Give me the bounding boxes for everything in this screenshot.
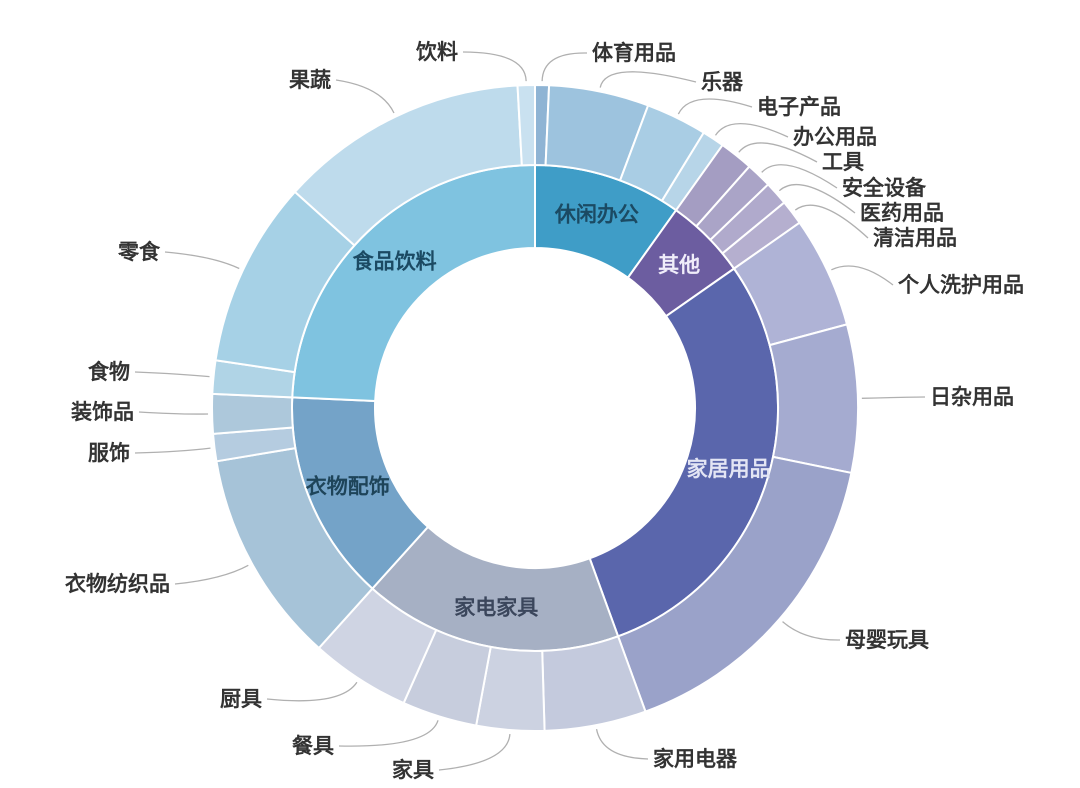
outer-label-office-supplies: 办公用品	[793, 126, 877, 149]
leader-line-mother-baby-toys	[782, 621, 841, 641]
segments-layer	[211, 83, 859, 732]
outer-label-kitchenware: 厨具	[220, 688, 262, 711]
leader-line-tools	[738, 142, 818, 163]
leader-lines-layer	[134, 51, 926, 771]
leader-line-tableware	[338, 720, 439, 747]
leader-line-kitchenware	[266, 681, 358, 702]
leader-line-sports-goods	[541, 52, 588, 82]
inner-label-home-goods: 家居用品	[687, 457, 771, 481]
outer-label-apparel: 服饰	[88, 441, 130, 465]
leader-line-electronics	[677, 98, 753, 115]
leader-line-safety-equipment	[761, 164, 838, 189]
outer-label-home-appliances: 家用电器	[653, 747, 738, 771]
leader-line-cleaning-supplies	[794, 204, 869, 239]
outer-label-electronics: 电子产品	[757, 95, 841, 119]
inner-label-appliances-furniture: 家电家具	[454, 595, 538, 619]
outer-label-musical-instruments: 乐器	[701, 71, 744, 94]
outer-segment-decorations[interactable]	[211, 392, 294, 435]
inner-label-leisure-office: 休闲办公	[554, 204, 639, 227]
leader-line-beverages	[462, 51, 527, 82]
outer-label-sports-goods: 体育用品	[592, 41, 676, 65]
leader-line-home-appliances	[595, 729, 649, 760]
outer-label-fruits-vegetables: 果蔬	[289, 69, 331, 92]
leader-line-daily-sundries	[861, 396, 926, 399]
leader-line-office-supplies	[714, 123, 789, 138]
outer-label-clothing-textiles: 衣物纺织品	[65, 572, 170, 596]
leader-line-fruits-vegetables	[335, 79, 395, 114]
outer-label-food: 食物	[88, 360, 130, 384]
leader-line-personal-care	[831, 265, 894, 286]
outer-label-cleaning-supplies: 清洁用品	[873, 226, 957, 250]
leader-line-musical-instruments	[599, 71, 697, 88]
outer-label-decorations: 装饰品	[71, 400, 134, 424]
outer-label-tools: 工具	[822, 151, 864, 174]
outer-label-safety-equipment: 安全设备	[842, 176, 927, 200]
outer-label-beverages: 饮料	[415, 40, 458, 64]
outer-label-medical-supplies: 医药用品	[860, 201, 944, 225]
outer-label-mother-baby-toys: 母婴玩具	[845, 629, 929, 652]
outer-label-personal-care: 个人洗护用品	[898, 273, 1024, 297]
outer-segment-beverages[interactable]	[516, 83, 536, 167]
leader-line-snacks	[164, 251, 240, 270]
leader-line-decorations	[138, 411, 209, 415]
outer-segment-daily-sundries[interactable]	[768, 323, 859, 474]
leader-line-medical-supplies	[778, 183, 856, 214]
leader-line-furniture	[438, 733, 511, 771]
leader-line-clothing-textiles	[174, 564, 249, 585]
inner-label-clothing-accessories: 衣物配饰	[306, 475, 390, 499]
outer-label-tableware: 餐具	[292, 734, 334, 758]
outer-label-furniture: 家具	[392, 758, 434, 782]
leader-line-apparel	[134, 447, 211, 454]
leader-line-food	[134, 371, 210, 378]
inner-label-other: 其他	[658, 253, 700, 277]
outer-label-daily-sundries: 日杂用品	[930, 385, 1014, 409]
inner-label-food-beverage: 食品饮料	[353, 249, 437, 273]
outer-label-snacks: 零食	[117, 240, 161, 264]
